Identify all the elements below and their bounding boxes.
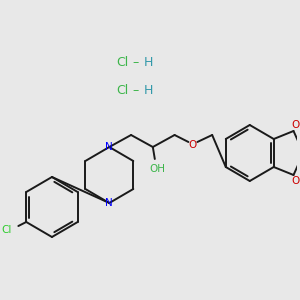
- Text: Cl: Cl: [116, 56, 128, 68]
- Text: H: H: [144, 56, 154, 68]
- Text: H: H: [144, 83, 154, 97]
- Text: Cl: Cl: [116, 83, 128, 97]
- Text: O: O: [291, 120, 300, 130]
- Text: Cl: Cl: [1, 225, 12, 235]
- Text: OH: OH: [150, 164, 166, 174]
- Text: –: –: [129, 83, 143, 97]
- Text: N: N: [105, 142, 113, 152]
- Text: N: N: [105, 198, 113, 208]
- Text: –: –: [129, 56, 143, 68]
- Text: O: O: [188, 140, 196, 150]
- Text: O: O: [291, 176, 300, 186]
